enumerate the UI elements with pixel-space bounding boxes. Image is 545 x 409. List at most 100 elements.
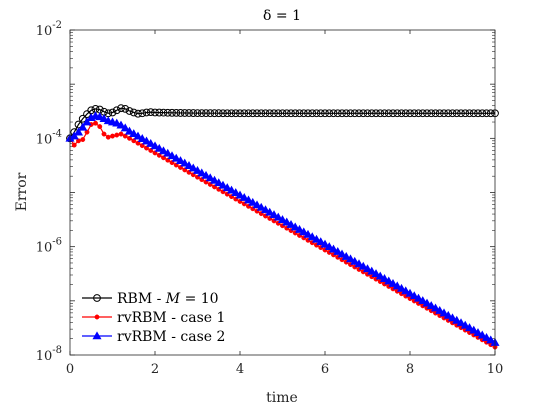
data-point (303, 229, 313, 238)
x-tick-label: 2 (151, 362, 159, 377)
legend-label: RBM - M = 10 (117, 291, 219, 307)
data-point (184, 161, 194, 169)
data-point (307, 232, 317, 241)
legend-entry-3: rvRBM - case 2 (82, 329, 225, 345)
data-point (197, 168, 207, 177)
data-point (294, 224, 305, 233)
data-point (418, 296, 428, 305)
data-point (121, 104, 130, 113)
y-axis-label: Error (14, 172, 30, 211)
data-point (422, 298, 432, 307)
data-point (108, 108, 117, 117)
data-point (447, 313, 458, 322)
data-point (167, 151, 177, 160)
legend-swatch-marker (93, 294, 101, 302)
data-point (469, 109, 478, 118)
data-point (152, 150, 158, 156)
data-point (435, 305, 445, 314)
data-point (274, 109, 283, 118)
data-point (265, 109, 274, 118)
data-point (78, 114, 87, 123)
data-point (401, 286, 411, 295)
x-axis-label: time (266, 390, 298, 406)
data-point (252, 200, 262, 209)
data-point (239, 192, 249, 201)
data-point (134, 109, 142, 118)
data-point (218, 180, 228, 189)
data-point (150, 141, 160, 150)
x-tick-label: 8 (406, 362, 414, 377)
data-point (116, 120, 126, 129)
plot-frame (69, 29, 496, 356)
data-point (156, 152, 162, 158)
data-point (474, 109, 482, 118)
data-point (78, 122, 88, 131)
data-point (269, 210, 279, 219)
data-point (435, 109, 444, 118)
data-point (389, 109, 397, 118)
data-point (214, 178, 224, 187)
data-point (371, 269, 381, 278)
data-point (82, 117, 92, 126)
data-point (341, 251, 351, 260)
data-point (329, 109, 338, 118)
data-point (380, 109, 389, 118)
data-point (367, 109, 376, 118)
data-point (201, 170, 211, 179)
data-point (375, 271, 385, 280)
data-point (358, 261, 368, 270)
data-point (325, 109, 334, 118)
data-point (202, 109, 210, 118)
data-point (129, 129, 139, 138)
data-point (444, 109, 453, 118)
data-point (124, 126, 135, 135)
data-point (138, 109, 147, 118)
data-point (243, 195, 254, 204)
data-point (137, 134, 147, 142)
data-point (396, 283, 407, 292)
data-point (384, 276, 394, 285)
data-point (299, 109, 308, 118)
data-point (219, 109, 227, 118)
data-point (278, 109, 287, 118)
data-point (112, 118, 122, 127)
chart-title: δ = 1 (263, 8, 301, 24)
data-point (345, 254, 356, 263)
data-point (443, 310, 453, 319)
y-tick-label: 10-4 (36, 128, 62, 147)
data-point (240, 109, 249, 118)
data-point (80, 137, 86, 142)
data-point (93, 120, 98, 126)
y-tick-label: 10-2 (36, 20, 62, 39)
data-point (320, 239, 330, 248)
data-point (308, 109, 317, 118)
data-point (452, 315, 462, 324)
data-point (236, 109, 244, 118)
data-point (206, 109, 215, 118)
series-layer (65, 104, 500, 350)
data-point (311, 234, 322, 243)
data-point (299, 227, 309, 236)
data-point (175, 156, 186, 165)
data-point (291, 109, 300, 118)
data-point (379, 274, 390, 282)
data-point (176, 109, 185, 117)
data-point (287, 109, 295, 118)
data-point (304, 109, 312, 118)
data-point (464, 323, 475, 332)
data-point (146, 108, 155, 117)
data-point (473, 328, 483, 336)
data-point (131, 138, 137, 144)
data-point (189, 109, 198, 117)
data-point (362, 264, 373, 273)
data-point (223, 109, 232, 118)
data-point (350, 256, 360, 265)
data-point (405, 288, 415, 297)
data-point (105, 134, 111, 140)
data-point (244, 109, 253, 118)
data-point (333, 247, 343, 255)
y-tick-label: 10-6 (36, 237, 62, 256)
data-point (338, 109, 346, 118)
x-tick-label: 10 (487, 362, 504, 377)
